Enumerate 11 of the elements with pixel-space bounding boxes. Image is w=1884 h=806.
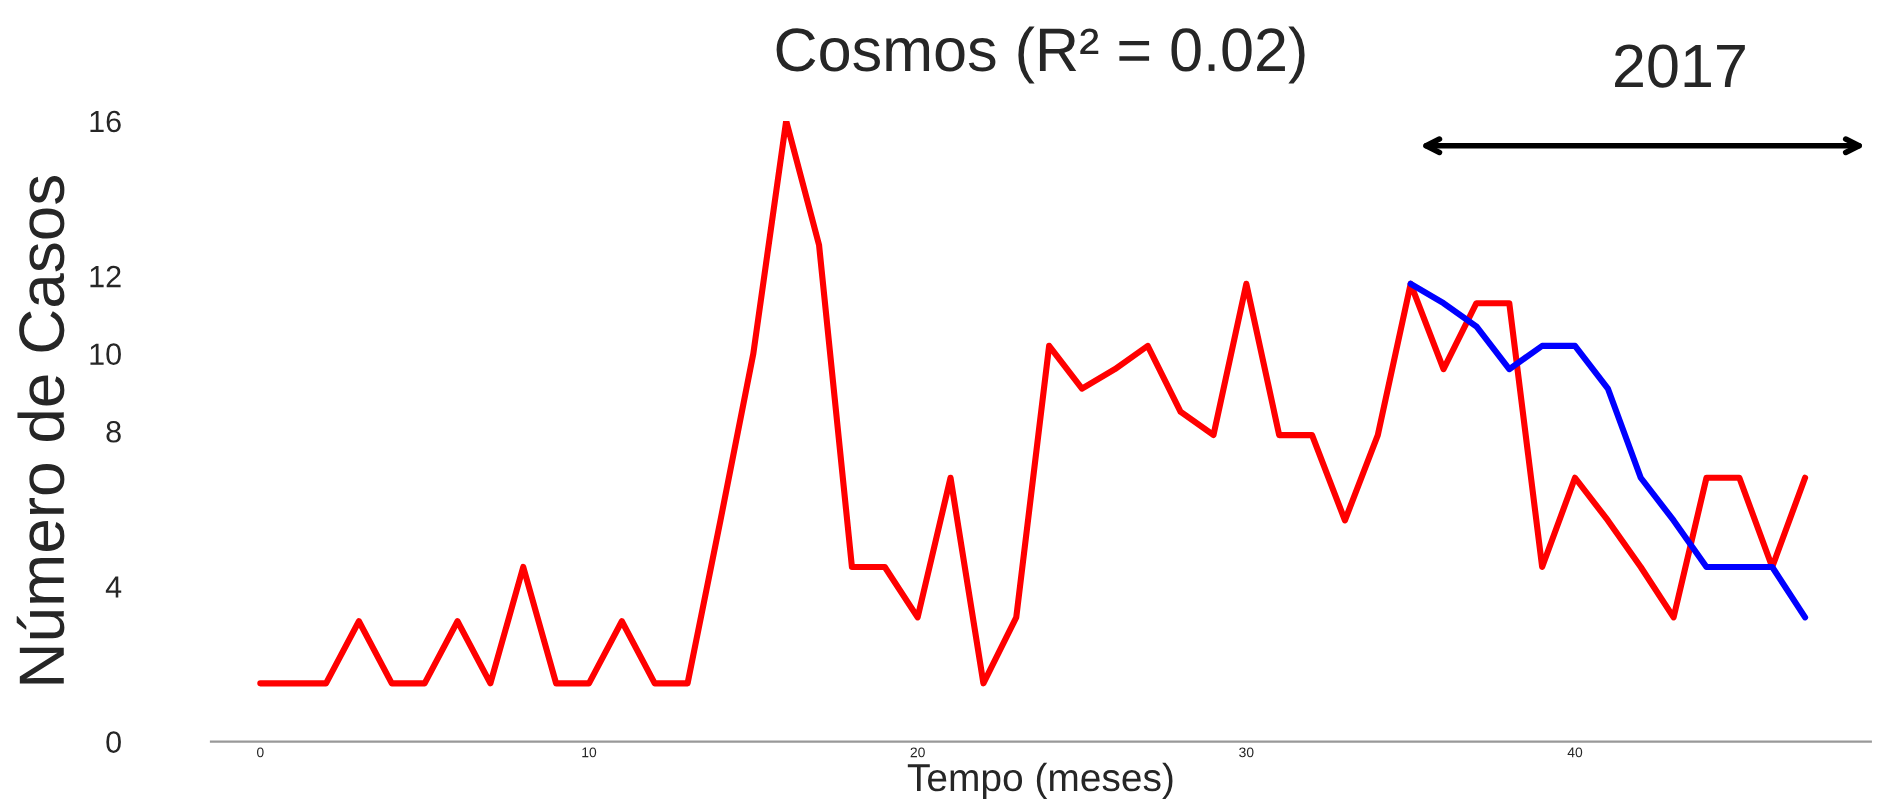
y-tick-label: 8 bbox=[106, 420, 121, 443]
y-tick-label: 4 bbox=[105, 576, 122, 598]
line-series bbox=[1407, 280, 1809, 621]
y-tick-label: 10 bbox=[90, 343, 121, 365]
x-axis-title: Tempo (meses) bbox=[907, 762, 1173, 800]
y-tick-label: 12 bbox=[90, 265, 121, 288]
y-axis-title: Número de Casos bbox=[16, 176, 65, 684]
text: 2017 bbox=[1615, 44, 1745, 88]
line-series bbox=[257, 120, 1809, 687]
y-tick-label: 16 bbox=[90, 110, 121, 133]
chart-title: Cosmos (R² = 0.02) bbox=[776, 26, 1305, 84]
